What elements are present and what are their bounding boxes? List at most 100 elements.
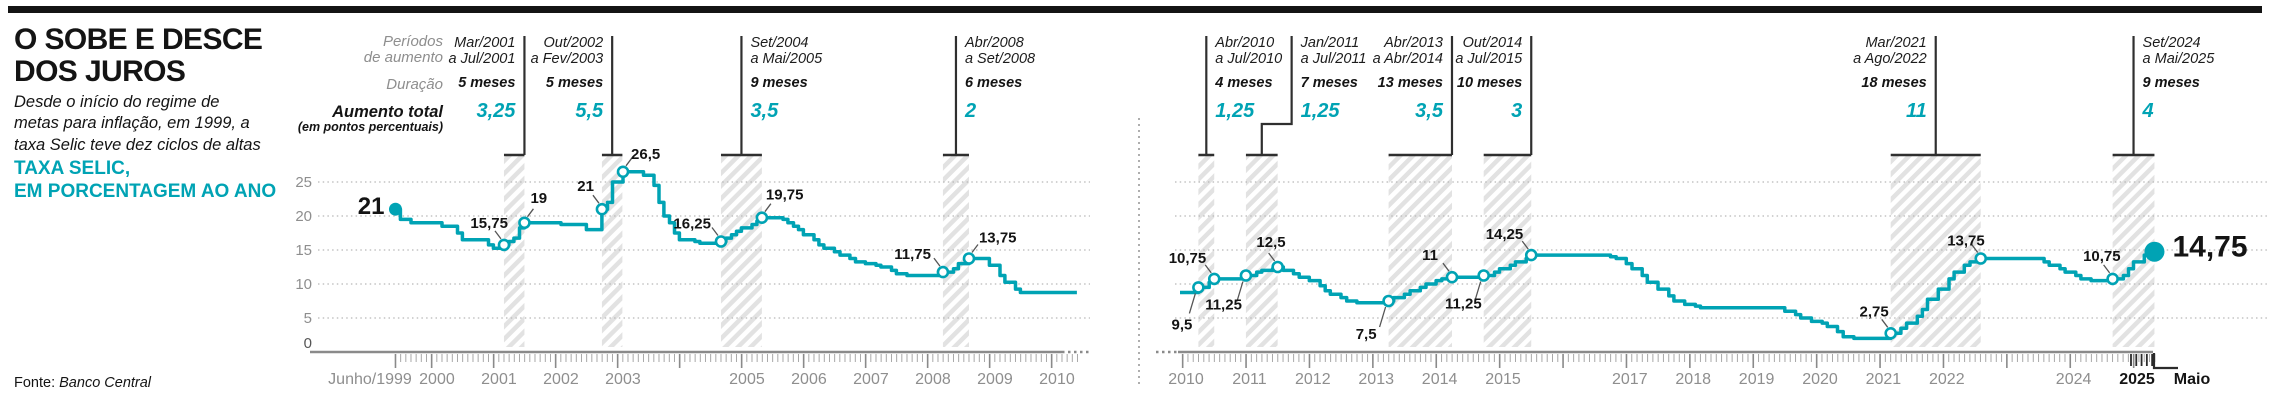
year-label: 2009 — [977, 371, 1013, 388]
selic-line-left — [395, 170, 1077, 295]
label-leader-line — [1236, 281, 1244, 302]
cycle-period-end: a Jul/2010 — [1215, 51, 1282, 67]
cycle-total: 3,5 — [1415, 100, 1444, 122]
year-label: 2008 — [915, 371, 951, 388]
label-leader-line — [494, 230, 502, 240]
source-name: Banco Central — [59, 375, 152, 391]
year-label: 2010 — [1168, 371, 1204, 388]
y-axis-label: 25 — [295, 174, 312, 191]
cycle-period-end: a Fev/2003 — [531, 51, 604, 67]
subtitle: Desde o início do regime de metas para i… — [14, 93, 261, 154]
data-point-label: 9,5 — [1172, 316, 1193, 333]
year-label: 2022 — [1929, 371, 1965, 388]
data-point-marker — [616, 165, 630, 179]
cycle-period-end: a Set/2008 — [965, 51, 1035, 67]
year-label: 2021 — [1866, 371, 1902, 388]
cycle-band — [1198, 155, 1215, 347]
year-label: 2002 — [543, 371, 579, 388]
x-axis-first-label: Junho/1999 — [328, 371, 412, 388]
data-point-label: 14,75 — [2172, 231, 2247, 264]
cycle-duration: 6 meses — [965, 75, 1022, 91]
cycle-period-start: Set/2004 — [750, 35, 808, 51]
data-point-marker — [1477, 269, 1490, 282]
year-label: 2003 — [605, 371, 641, 388]
y-axis-label: 20 — [295, 208, 312, 225]
data-point-label: 10,75 — [1169, 250, 1207, 267]
data-point-label: 21 — [577, 178, 594, 195]
cycle-total: 3,25 — [477, 100, 517, 122]
cycle-period-end: a Jul/2001 — [449, 51, 516, 67]
legend-periods-line1: Períodos — [382, 33, 443, 50]
data-point-label: 26,5 — [631, 146, 660, 163]
data-point-marker — [1192, 281, 1205, 294]
label-leader-line — [1442, 262, 1450, 272]
legend-duration: Duração — [386, 76, 443, 93]
cycle-period-start: Out/2002 — [543, 35, 603, 51]
label-leader-line — [1378, 306, 1387, 328]
cycle-period-start: Abr/2013 — [1383, 35, 1443, 51]
year-label: 2024 — [2056, 371, 2092, 388]
legend-total: Aumento total (em pontos percentuais) — [280, 103, 443, 135]
cycle-total: 11 — [1906, 100, 1927, 122]
selic-line-right — [1180, 251, 2157, 341]
cycle-band — [1483, 155, 1532, 347]
data-point-marker — [936, 265, 950, 279]
label-leader-line — [526, 208, 534, 218]
label-leader-line — [764, 203, 772, 213]
year-label: 2001 — [481, 371, 517, 388]
cycle-period-end: a Ago/2022 — [1853, 51, 1927, 67]
label-leader-line — [1971, 244, 1979, 253]
legend-periods-line2: de aumento — [363, 49, 443, 67]
data-point-marker — [755, 211, 769, 224]
data-point-marker — [1239, 269, 1253, 282]
data-point-label: 13,75 — [979, 230, 1017, 247]
data-point-label: 10,75 — [2083, 248, 2121, 265]
cycle-band — [1388, 155, 1452, 347]
data-point-marker — [1271, 260, 1284, 274]
cycle-period-start: Mar/2021 — [1865, 35, 1926, 51]
data-point-marker — [1445, 270, 1459, 284]
cycle-total: 3,5 — [750, 100, 779, 122]
series-end-marker — [2144, 241, 2165, 262]
cycle-duration: 9 meses — [2143, 75, 2200, 91]
cycle-duration: 18 meses — [1861, 75, 1926, 91]
cycle-duration: 7 meses — [1301, 75, 1358, 91]
data-point-marker — [518, 216, 531, 230]
year-label: 2018 — [1675, 371, 1711, 388]
page-title: O SOBE E DESCE DOS JUROS — [14, 23, 263, 88]
cycle-duration: 13 meses — [1378, 75, 1443, 91]
series-start-marker — [388, 202, 402, 216]
cycle-period-start: Out/2014 — [1463, 35, 1523, 51]
data-point-marker — [1382, 294, 1395, 308]
year-label: 2017 — [1612, 371, 1648, 388]
y-axis-label: 10 — [295, 276, 312, 293]
data-point-label: 11,25 — [1205, 297, 1242, 314]
year-label: 2010 — [1039, 371, 1075, 388]
legend-periods: Períodos de aumento — [280, 33, 443, 67]
title-line-1: O SOBE E DESCE — [14, 23, 263, 56]
cycle-total: 4 — [2142, 100, 2154, 122]
data-point-label: 11,25 — [1445, 296, 1482, 313]
data-point-label: 19,75 — [766, 187, 804, 204]
cycle-total: 3 — [1511, 100, 1522, 122]
chart-kicker: TAXA SELIC, EM PORCENTAGEM AO ANO — [14, 157, 276, 203]
cycle-duration: 10 meses — [1457, 75, 1522, 91]
y-axis-label: 15 — [295, 242, 312, 259]
cycle-period-start: Abr/2008 — [964, 35, 1024, 51]
source-note: Fonte: Banco Central — [14, 375, 151, 391]
label-leader-line — [625, 157, 633, 167]
label-leader-line — [1521, 240, 1529, 250]
label-leader-line — [1474, 281, 1482, 302]
label-leader-line — [933, 257, 941, 267]
data-point-marker — [714, 235, 728, 248]
year-label: 2011 — [1232, 371, 1267, 388]
data-point-label: 2,75 — [1860, 303, 1889, 320]
cycle-line — [1260, 36, 1293, 155]
label-leader-line — [1268, 252, 1276, 262]
top-rule — [8, 6, 2262, 13]
cycle-total: 5,5 — [575, 100, 604, 122]
kicker-line-1: TAXA SELIC, — [14, 158, 131, 179]
y-axis-label: 5 — [304, 310, 312, 327]
y-axis-label: 0 — [304, 335, 312, 352]
